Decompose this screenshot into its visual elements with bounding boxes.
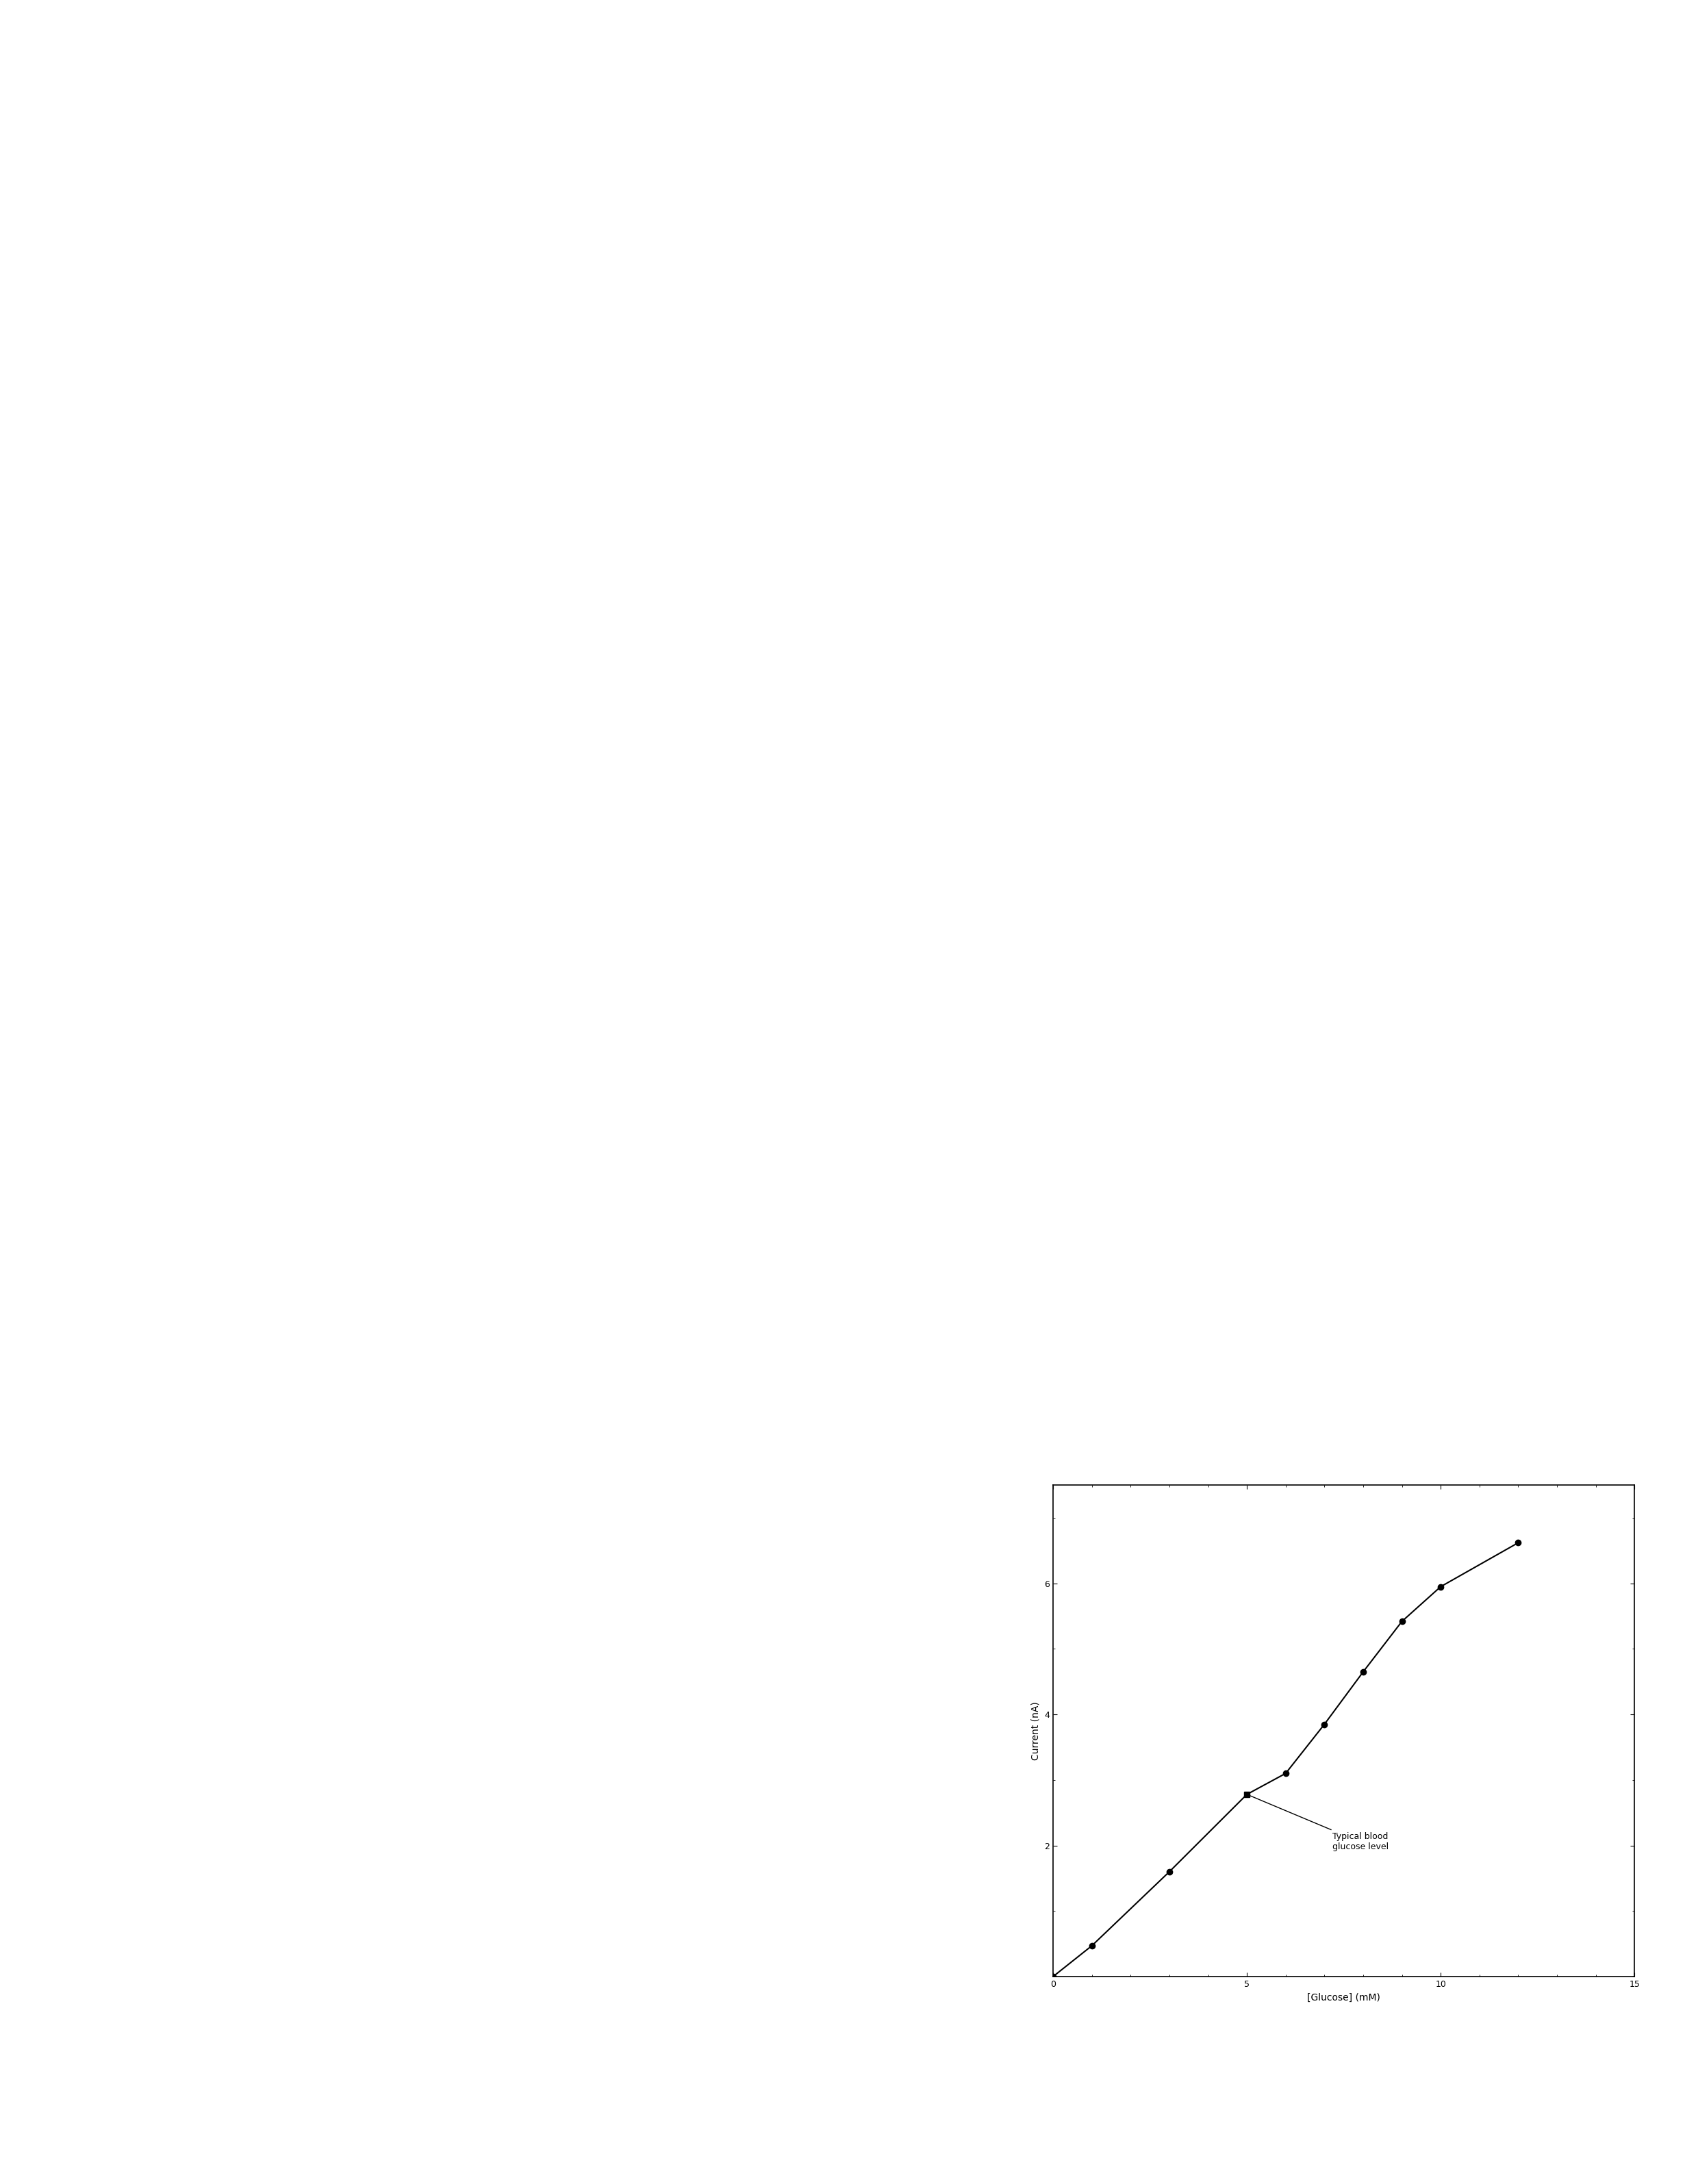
Y-axis label: Current (nA): Current (nA) (1031, 1701, 1041, 1760)
X-axis label: [Glucose] (mM): [Glucose] (mM) (1308, 1992, 1380, 2003)
Text: Typical blood
glucose level: Typical blood glucose level (1249, 1795, 1388, 1852)
